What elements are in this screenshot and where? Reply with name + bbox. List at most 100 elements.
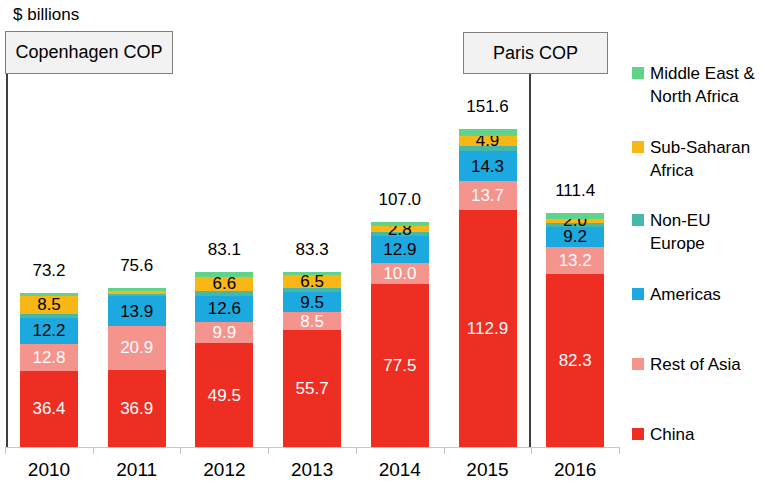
bar-2015: 112.913.714.34.9151.6 [459,129,517,447]
segment-china-2012: 49.5 [195,343,253,447]
legend-label: Middle East & North Africa [650,62,768,108]
x-axis-tick [356,447,357,454]
segment-sub-saharan-africa-2014: 2.8 [371,226,429,232]
legend-item-americas: Americas [632,283,768,306]
legend-item-rest-of-asia: Rest of Asia [632,353,768,376]
copenhagen-cop-label: Copenhagen COP [15,42,162,63]
segment-middle-east-north-africa-2012 [195,272,253,277]
x-axis-tick-label: 2012 [180,459,268,481]
x-axis-tick-label: 2015 [444,459,532,481]
bar-total-label: 83.1 [180,240,268,260]
bar-total-label: 151.6 [444,97,532,117]
segment-value-label: 8.5 [37,296,61,313]
x-axis-tick [268,447,269,454]
legend-label: Rest of Asia [650,353,768,376]
x-axis-tick-label: 2014 [356,459,444,481]
segment-americas-2010: 12.2 [20,318,78,344]
legend-item-sub-saharan-africa: Sub-Saharan Africa [632,136,768,182]
segment-value-label: 14.3 [471,158,504,175]
x-axis-tick-label: 2011 [93,459,181,481]
segment-value-label: 77.5 [383,357,416,374]
segment-china-2013: 55.7 [283,330,341,447]
segment-value-label: 9.2 [563,228,587,245]
legend-swatch-icon [632,141,644,153]
segment-middle-east-north-africa-2016 [546,213,604,219]
segment-rest-of-asia-2011: 20.9 [108,326,166,370]
segment-value-label: 12.9 [383,241,416,258]
segment-value-label: 13.2 [559,252,592,269]
legend-swatch-icon [632,288,644,300]
x-axis-tick [444,447,445,454]
segment-value-label: 13.9 [120,303,153,320]
segment-china-2010: 36.4 [20,371,78,447]
x-axis-tick [531,447,532,454]
bar-2016: 82.313.29.22.0111.4 [546,213,604,447]
x-axis-tick-label: 2016 [531,459,619,481]
segment-sub-saharan-africa-2010: 8.5 [20,296,78,314]
segment-china-2011: 36.9 [108,370,166,448]
legend-swatch-icon [632,67,644,79]
legend-label: Non-EU Europe [650,209,768,255]
bar-total-label: 111.4 [531,181,619,201]
segment-value-label: 6.5 [300,273,324,290]
legend-item-middle-east-north-africa: Middle East & North Africa [632,62,768,108]
segment-value-label: 112.9 [467,320,508,337]
x-axis-tick [180,447,181,454]
segment-china-2015: 112.9 [459,210,517,447]
bar-total-label: 73.2 [5,261,93,281]
segment-americas-2016: 9.2 [546,227,604,246]
bar-2012: 49.59.912.66.683.1 [195,272,253,447]
segment-rest-of-asia-2013: 8.5 [283,312,341,330]
bar-2011: 36.920.913.975.6 [108,288,166,447]
segment-middle-east-north-africa-2011 [108,288,166,291]
segment-value-label: 12.6 [208,300,241,317]
segment-sub-saharan-africa-2015: 4.9 [459,136,517,146]
paris-cop-annotation: Paris COP [463,32,608,74]
segment-value-label: 20.9 [120,339,153,356]
segment-value-label: 6.6 [213,275,237,292]
segment-value-label: 36.9 [120,400,153,417]
segment-value-label: 8.5 [300,313,324,330]
segment-value-label: 49.5 [208,387,241,404]
x-axis-tick-label: 2010 [5,459,93,481]
segment-middle-east-north-africa-2013 [283,272,341,275]
segment-rest-of-asia-2015: 13.7 [459,181,517,210]
segment-china-2014: 77.5 [371,284,429,447]
segment-value-label: 13.7 [471,187,504,204]
segment-americas-2015: 14.3 [459,151,517,181]
legend-label: Americas [650,283,768,306]
segment-rest-of-asia-2012: 9.9 [195,322,253,343]
x-axis-line [5,447,619,448]
legend-item-non-eu-europe: Non-EU Europe [632,209,768,255]
segment-middle-east-north-africa-2010 [20,293,78,296]
segment-americas-2012: 12.6 [195,296,253,323]
copenhagen-cop-annotation: Copenhagen COP [5,31,173,74]
bar-total-label: 83.3 [268,240,356,260]
legend-label: China [650,423,768,446]
segment-sub-saharan-africa-2012: 6.6 [195,277,253,291]
segment-value-label: 36.4 [32,400,65,417]
segment-non-eu-europe-2011 [108,294,166,296]
bar-total-label: 75.6 [93,256,181,276]
segment-sub-saharan-africa-2016: 2.0 [546,219,604,223]
legend-swatch-icon [632,214,644,226]
legend-swatch-icon [632,428,644,440]
legend-item-china: China [632,423,768,446]
segment-sub-saharan-africa-2011 [108,291,166,294]
segment-value-label: 55.7 [296,380,329,397]
legend-swatch-icon [632,358,644,370]
bar-total-label: 107.0 [356,190,444,210]
bar-2013: 55.78.59.56.583.3 [283,272,341,447]
segment-value-label: 10.0 [383,265,416,282]
bar-2014: 77.510.012.92.8107.0 [371,222,429,447]
segment-americas-2013: 9.5 [283,292,341,312]
segment-rest-of-asia-2010: 12.8 [20,344,78,371]
segment-rest-of-asia-2016: 13.2 [546,247,604,275]
segment-middle-east-north-africa-2014 [371,222,429,226]
segment-rest-of-asia-2014: 10.0 [371,263,429,284]
segment-americas-2014: 12.9 [371,236,429,263]
paris-cop-line [529,74,531,447]
segment-value-label: 9.9 [213,324,237,341]
x-axis-tick [93,447,94,454]
x-axis-tick [5,447,6,454]
